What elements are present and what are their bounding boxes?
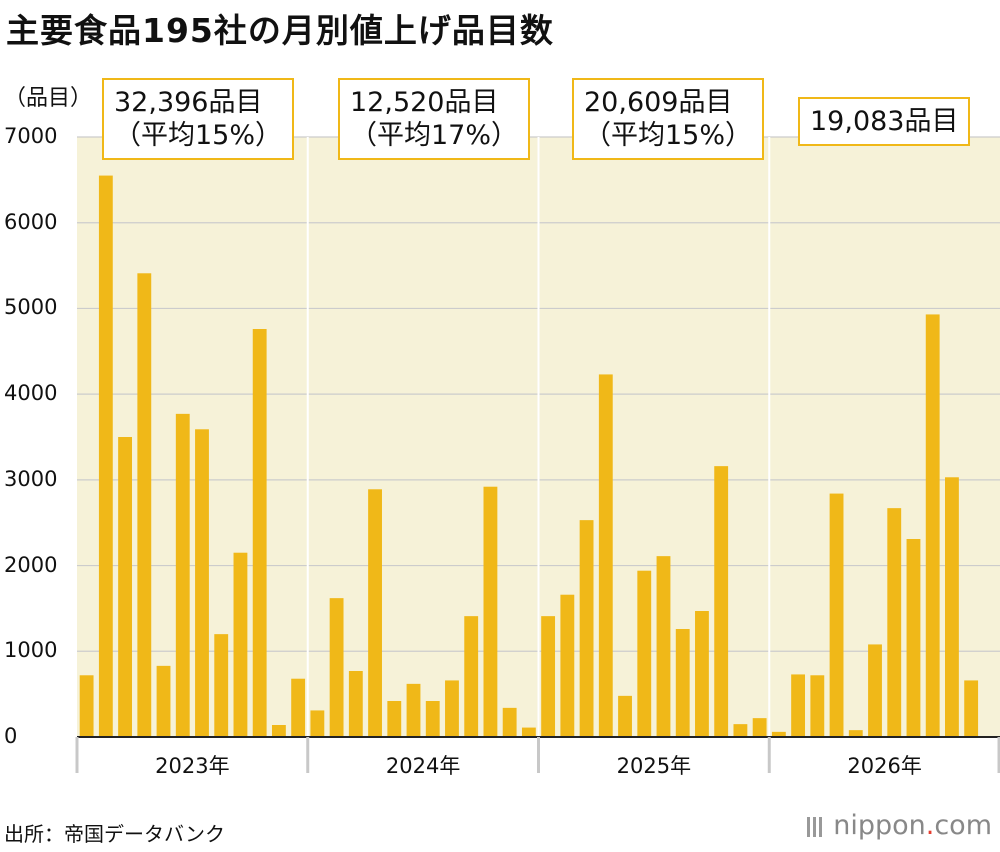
logo-grip-icon <box>807 816 826 837</box>
brand-logo: nippon.com <box>807 810 992 841</box>
annotation-2025-total: 20,609品目 <box>584 87 733 118</box>
bar <box>156 665 171 737</box>
annotation-2024-total: 12,520品目 <box>350 87 499 118</box>
y-tick-label: 5000 <box>4 295 58 320</box>
bar <box>714 466 729 737</box>
brand-name: nippon <box>833 810 926 841</box>
source-credit: 出所：帝国データバンク <box>4 822 225 846</box>
y-tick-label: 6000 <box>4 209 58 234</box>
bar <box>560 594 575 737</box>
bar <box>252 329 267 737</box>
bar <box>791 674 806 737</box>
bar <box>271 725 286 737</box>
x-year-label: 2024年 <box>385 754 461 778</box>
bar <box>387 701 402 737</box>
bar <box>79 675 94 737</box>
bar <box>310 710 325 737</box>
y-tick-label: 3000 <box>4 466 58 491</box>
annotation-2024-average: （平均17%） <box>350 120 519 151</box>
annotation-2023: 32,396品目 （平均15%） <box>102 78 295 160</box>
bar <box>637 570 652 737</box>
bar <box>348 671 363 737</box>
brand-tld: com <box>934 810 992 841</box>
bar <box>598 374 613 737</box>
bar <box>521 727 536 737</box>
bar <box>118 437 132 737</box>
brand-dot: . <box>925 810 935 841</box>
bar <box>810 675 825 737</box>
annotation-2026-total: 19,083品目 <box>810 106 959 137</box>
annotation-2023-average: （平均15%） <box>114 120 283 151</box>
bar <box>329 598 344 737</box>
bar <box>291 678 306 737</box>
bar <box>964 680 979 737</box>
bar <box>868 644 882 737</box>
bar <box>502 707 517 737</box>
bar <box>406 683 421 737</box>
bar <box>98 175 113 738</box>
bar <box>887 508 902 737</box>
bar <box>771 731 786 737</box>
bar <box>925 314 940 737</box>
x-year-label: 2023年 <box>155 754 230 778</box>
bar <box>579 520 594 737</box>
bar <box>214 634 229 737</box>
y-tick-label: 2000 <box>4 552 58 577</box>
y-axis-unit-label: （品目） <box>4 86 93 111</box>
bar <box>675 629 690 737</box>
bar <box>906 539 921 737</box>
annotation-2025-average: （平均15%） <box>584 120 753 151</box>
bar <box>945 477 959 737</box>
bar <box>848 730 863 737</box>
bar <box>752 718 767 737</box>
bar <box>656 556 671 737</box>
bar <box>195 429 209 737</box>
bar <box>233 552 248 737</box>
y-tick-label: 7000 <box>4 124 58 148</box>
x-year-label: 2025年 <box>616 754 692 778</box>
annotation-2025: 20,609品目 （平均15%） <box>572 78 765 160</box>
y-tick-label: 1000 <box>4 638 58 663</box>
annotation-2024: 12,520品目 （平均17%） <box>338 78 531 160</box>
bar <box>618 695 632 737</box>
bar <box>464 616 479 737</box>
bar <box>483 486 498 737</box>
x-year-label: 2026年 <box>847 754 922 778</box>
bar <box>541 616 556 737</box>
annotation-2026: 19,083品目 <box>798 97 971 146</box>
bar <box>829 493 844 737</box>
bar <box>445 680 459 737</box>
bar <box>695 611 709 737</box>
annotation-2023-total: 32,396品目 <box>114 87 263 118</box>
chart-title: 主要食品195社の月別値上げ品目数 <box>6 11 554 50</box>
bar <box>175 413 190 737</box>
bar <box>137 273 152 737</box>
bar <box>733 724 748 737</box>
bar <box>368 489 382 737</box>
bar <box>425 701 440 737</box>
y-tick-label: 0 <box>4 724 18 748</box>
y-tick-label: 4000 <box>4 381 58 406</box>
